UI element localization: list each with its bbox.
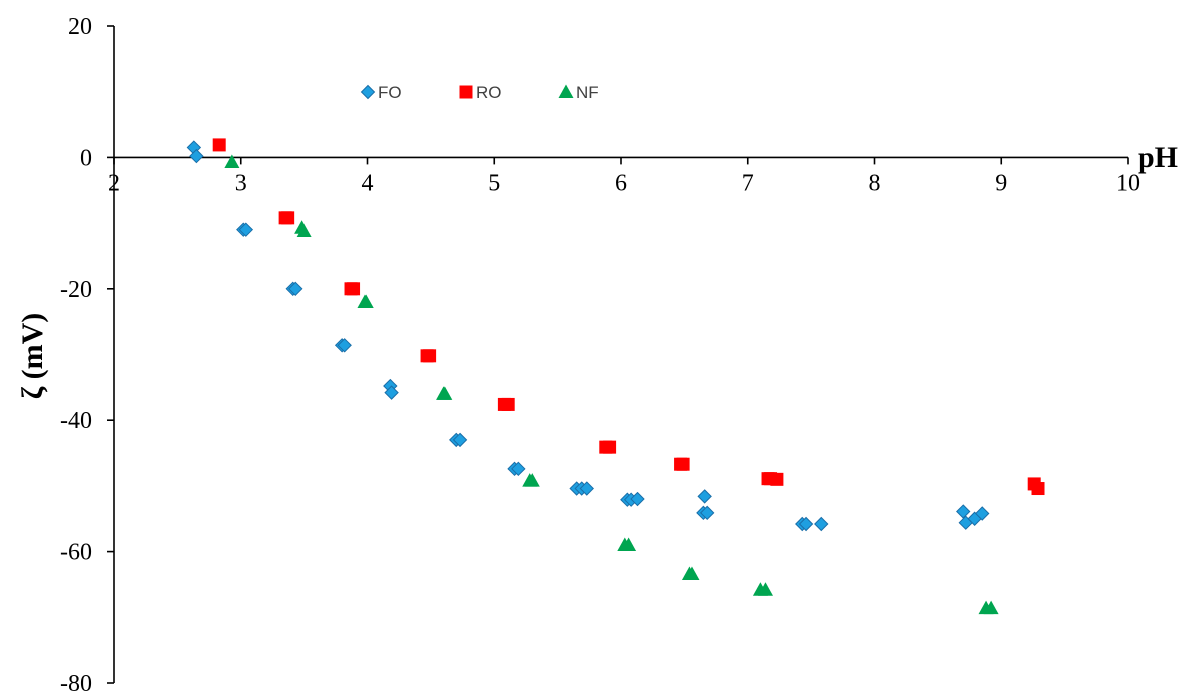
nf-point — [224, 154, 240, 168]
y-tick-label: -40 — [60, 408, 92, 434]
legend: FO RO NF — [360, 83, 599, 102]
fo-point — [511, 461, 526, 477]
x-tick-label: 4 — [362, 170, 374, 196]
y-tick-label: -20 — [60, 277, 92, 303]
fo-legend-label: FO — [378, 83, 402, 102]
nf-legend-label: NF — [576, 83, 599, 102]
fo-point — [337, 338, 352, 353]
x-tick-label: 6 — [615, 170, 627, 196]
fo-legend-marker — [360, 84, 376, 100]
data-points — [186, 138, 1045, 615]
nf-legend-marker — [558, 84, 574, 98]
nf-point — [757, 582, 773, 596]
fo-point — [814, 516, 829, 532]
y-axis-title: ζ (mV) — [16, 313, 49, 400]
nf-point — [684, 566, 700, 580]
fo-point — [288, 281, 303, 297]
axes — [113, 26, 1128, 683]
fo-point — [630, 491, 645, 507]
ro-legend-label: RO — [476, 83, 502, 102]
x-tick-label: 7 — [742, 170, 754, 196]
y-tick-label: -60 — [60, 540, 92, 566]
x-axis-title: pH — [1138, 141, 1178, 174]
nf-point — [437, 386, 453, 400]
ro-point — [770, 472, 784, 486]
ro-point — [501, 397, 515, 411]
fo-point — [238, 222, 254, 237]
fo-point — [452, 432, 468, 448]
tick-labels: 2 3 4 5 6 7 8 9 10 20 0 -20 -40 -60 -80 — [60, 14, 1140, 693]
ro-point — [676, 457, 690, 471]
fo-point — [189, 148, 204, 164]
nf-point — [621, 537, 637, 552]
x-tick-label: 5 — [488, 170, 500, 196]
nf-point — [983, 600, 999, 615]
y-tick-label: 20 — [68, 14, 92, 40]
fo-point — [975, 506, 990, 521]
x-tick-label: 3 — [235, 170, 247, 196]
fo-point — [384, 385, 399, 400]
nf-point — [524, 473, 540, 487]
x-tick-label: 9 — [995, 170, 1007, 196]
ro-point — [423, 349, 437, 363]
ro-point — [281, 211, 295, 225]
ro-legend-marker — [459, 85, 473, 99]
x-tick-label: 10 — [1116, 170, 1140, 196]
x-tick-label: 8 — [869, 170, 881, 196]
ro-point — [347, 282, 361, 296]
y-tick-label: -80 — [60, 671, 92, 693]
fo-point — [798, 516, 814, 532]
fo-point — [579, 481, 594, 496]
fo-point — [699, 505, 715, 521]
ro-point — [603, 440, 617, 454]
y-tick-label: 0 — [80, 145, 92, 171]
fo-point — [697, 489, 712, 504]
tick-marks — [107, 25, 1129, 684]
nf-point — [358, 294, 374, 308]
fo-point — [956, 504, 971, 519]
x-tick-label: 2 — [108, 170, 120, 196]
ro-point — [212, 138, 226, 152]
nf-point — [296, 223, 312, 237]
ro-point — [1031, 482, 1045, 496]
